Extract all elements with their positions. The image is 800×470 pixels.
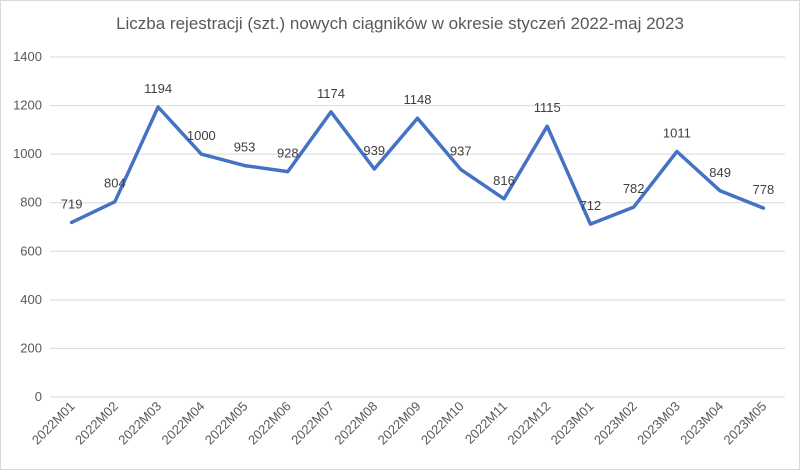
data-point: [243, 164, 247, 168]
x-tick-label: 2022M10: [418, 399, 467, 448]
x-tick-label: 2022M01: [29, 399, 78, 448]
x-tick-label: 2023M05: [721, 399, 770, 448]
x-tick-label: 2022M02: [72, 399, 121, 448]
x-tick-label: 2023M03: [634, 399, 683, 448]
data-point: [502, 197, 506, 201]
x-tick-label: 2023M04: [677, 399, 726, 448]
data-point: [761, 206, 765, 210]
y-tick-label: 1200: [13, 98, 42, 113]
series-line: [69, 105, 766, 226]
x-tick-label: 2022M07: [288, 399, 337, 448]
data-label: 782: [623, 181, 645, 196]
data-point: [156, 105, 160, 109]
y-tick-label: 1000: [13, 146, 42, 161]
y-axis-ticks: 0 200 400 600 800 1000 1200 1400: [13, 49, 42, 404]
x-tick-label: 2022M11: [462, 399, 510, 447]
y-tick-label: 400: [20, 292, 42, 307]
data-label: 712: [580, 198, 602, 213]
data-point: [545, 124, 549, 128]
y-tick-label: 200: [20, 340, 42, 355]
data-point: [199, 152, 203, 156]
x-tick-label: 2022M04: [158, 399, 207, 448]
x-tick-label: 2022M06: [245, 399, 294, 448]
data-labels: 719 804 1194 1000 953 928 1174 939 1148 937 816 111…: [61, 81, 774, 213]
y-tick-label: 0: [35, 389, 42, 404]
series-line-group: [69, 105, 766, 226]
data-label: 1000: [187, 128, 216, 143]
x-tick-label: 2022M05: [202, 399, 251, 448]
x-tick-label: 2022M03: [115, 399, 164, 448]
data-label: 1148: [404, 92, 432, 107]
data-label: 953: [234, 140, 256, 155]
x-tick-label: 2023M01: [548, 399, 597, 448]
y-tick-label: 1400: [13, 49, 42, 64]
y-tick-label: 800: [20, 195, 42, 210]
data-point: [416, 116, 419, 120]
gridlines: [50, 56, 785, 398]
data-label: 1174: [317, 86, 345, 101]
data-point: [459, 167, 463, 171]
data-point: [632, 205, 636, 209]
data-label: 719: [61, 196, 83, 211]
data-point: [70, 220, 74, 224]
data-label: 939: [363, 143, 385, 158]
y-tick-label: 600: [20, 243, 42, 258]
data-point: [329, 110, 333, 114]
data-label: 1011: [663, 125, 691, 140]
x-tick-label: 2023M02: [591, 399, 640, 448]
data-label: 928: [277, 146, 299, 161]
data-point: [718, 189, 722, 193]
data-point: [675, 149, 679, 153]
chart-title: Liczba rejestracji (szt.) nowych ciągnik…: [116, 14, 684, 33]
data-label: 804: [104, 176, 126, 191]
x-tick-label: 2022M08: [331, 399, 380, 448]
x-tick-label: 2022M09: [375, 399, 424, 448]
data-label: 849: [709, 165, 731, 180]
data-label: 937: [450, 143, 472, 158]
x-tick-label: 2022M12: [504, 399, 553, 448]
data-label: 1194: [144, 81, 172, 96]
data-point: [286, 170, 290, 174]
data-point: [588, 222, 592, 226]
data-label: 1115: [534, 100, 561, 115]
data-label: 778: [753, 182, 775, 197]
data-point: [113, 200, 117, 204]
x-axis-ticks: 2022M012022M022022M032022M042022M052022M…: [29, 399, 770, 448]
data-label: 816: [493, 173, 515, 188]
data-point: [372, 167, 376, 171]
